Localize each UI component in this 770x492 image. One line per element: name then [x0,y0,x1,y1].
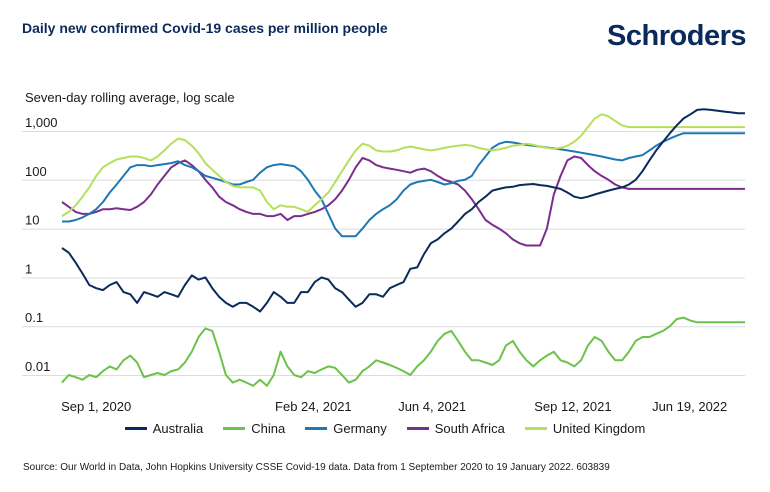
legend-swatch [406,427,429,430]
legend-label: Germany [333,421,387,436]
chart-title: Daily new confirmed Covid-19 cases per m… [22,20,388,36]
chart-subtitle: Seven-day rolling average, log scale [25,90,235,105]
legend-swatch [124,427,147,430]
series-line-united-kingdom [61,113,745,217]
source-note: Source: Our World in Data, John Hopkins … [23,462,610,473]
series-line-germany [62,132,745,238]
legend: Australia China Germany South Africa United … [0,421,770,436]
y-tick-label: 0.1 [25,310,43,325]
x-axis-ticks: Sep 1, 2020 Feb 24, 2021 Jun 4, 2021 Sep 12… [61,399,727,414]
x-tick-label: Feb 24, 2021 [275,399,352,414]
legend-label: Australia [152,421,204,436]
legend-item-australia: Australia [124,421,204,436]
legend-label: South Africa [434,421,505,436]
line-chart: 1,000 100 10 1 0.1 0.01 Sep 1, 2020 Feb 24, 20… [22,108,745,414]
y-tick-label: 100 [25,164,47,179]
x-tick-label: Jun 4, 2021 [398,399,466,414]
legend-swatch [524,427,547,430]
legend-item-united-kingdom: United Kingdom [524,421,646,436]
y-tick-label: 0.01 [25,359,50,374]
y-tick-label: 1 [25,261,32,276]
legend-item-china: China [223,421,285,436]
series-lines [61,108,745,387]
x-tick-label: Jun 19, 2022 [652,399,727,414]
legend-label: China [251,421,286,436]
legend-swatch [305,427,328,430]
brand-logo: Schroders [607,20,746,52]
y-axis-ticks: 1,000 100 10 1 0.1 0.01 [25,115,58,374]
legend-swatch [223,427,246,430]
y-tick-label: 10 [25,213,39,228]
x-tick-label: Sep 12, 2021 [534,399,611,414]
legend-item-south-africa: South Africa [406,421,505,436]
legend-label: United Kingdom [552,421,646,436]
legend-item-germany: Germany [305,421,387,436]
x-tick-label: Sep 1, 2020 [61,399,131,414]
series-line-south-africa [61,155,745,247]
series-line-china [61,316,745,387]
series-line-australia [61,108,745,313]
y-tick-label: 1,000 [25,115,58,130]
